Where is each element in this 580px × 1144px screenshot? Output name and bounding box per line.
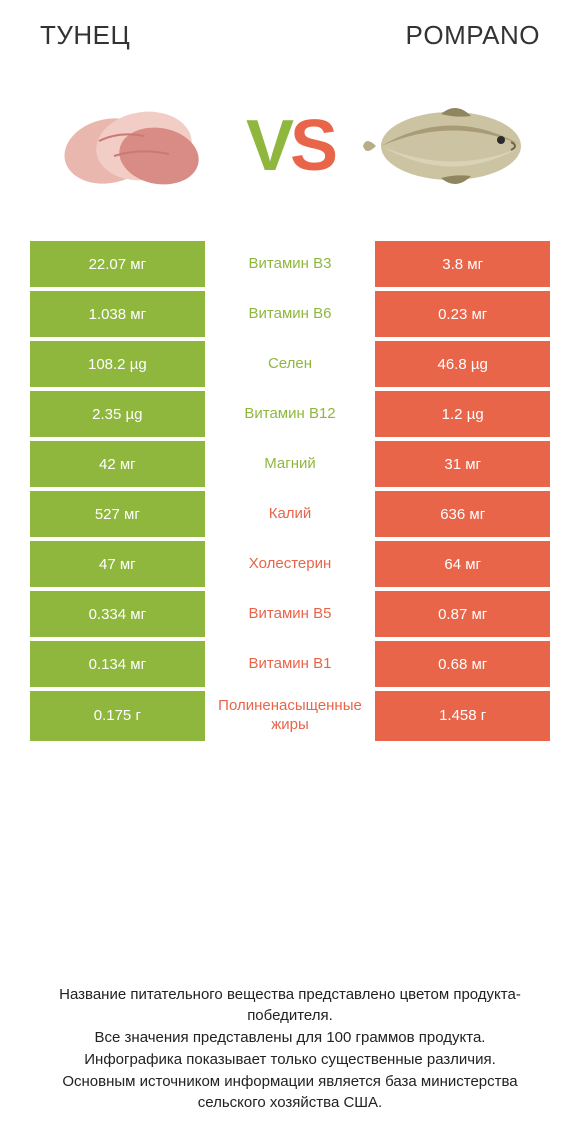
nutrient-label: Витамин B1	[205, 641, 376, 687]
right-value: 1.2 µg	[375, 391, 550, 437]
nutrient-label: Полиненасыщенные жиры	[205, 691, 376, 741]
left-value: 108.2 µg	[30, 341, 205, 387]
vs-s: S	[290, 110, 334, 182]
titles-row: ТУНЕЦ POMPANO	[30, 20, 550, 71]
right-value: 0.87 мг	[375, 591, 550, 637]
left-product-image	[30, 91, 238, 201]
right-value: 3.8 мг	[375, 241, 550, 287]
footer-line-4: Основным источником информации является …	[30, 1071, 550, 1115]
table-row: 1.038 мгВитамин B60.23 мг	[30, 291, 550, 337]
left-value: 0.334 мг	[30, 591, 205, 637]
table-row: 0.334 мгВитамин B50.87 мг	[30, 591, 550, 637]
table-row: 2.35 µgВитамин B121.2 µg	[30, 391, 550, 437]
nutrient-label: Холестерин	[205, 541, 376, 587]
table-row: 0.134 мгВитамин B10.68 мг	[30, 641, 550, 687]
right-value: 64 мг	[375, 541, 550, 587]
left-value: 42 мг	[30, 441, 205, 487]
nutrient-label: Калий	[205, 491, 376, 537]
left-value: 22.07 мг	[30, 241, 205, 287]
table-row: 527 мгКалий636 мг	[30, 491, 550, 537]
left-value: 47 мг	[30, 541, 205, 587]
footer-line-3: Инфографика показывает только существенн…	[30, 1049, 550, 1071]
table-row: 0.175 гПолиненасыщенные жиры1.458 г	[30, 691, 550, 741]
footer-line-1: Название питательного вещества представл…	[30, 984, 550, 1028]
left-value: 527 мг	[30, 491, 205, 537]
comparison-infographic: ТУНЕЦ POMPANO VS	[0, 0, 580, 1144]
right-value: 31 мг	[375, 441, 550, 487]
nutrient-label: Витамин B6	[205, 291, 376, 337]
nutrient-label: Магний	[205, 441, 376, 487]
left-value: 1.038 мг	[30, 291, 205, 337]
left-value: 0.175 г	[30, 691, 205, 741]
right-product-image	[342, 91, 550, 201]
table-row: 22.07 мгВитамин B33.8 мг	[30, 241, 550, 287]
hero-row: VS	[30, 71, 550, 241]
right-value: 0.68 мг	[375, 641, 550, 687]
title-left: ТУНЕЦ	[40, 20, 130, 51]
vs-label: VS	[238, 110, 342, 182]
right-value: 636 мг	[375, 491, 550, 537]
right-value: 1.458 г	[375, 691, 550, 741]
right-value: 0.23 мг	[375, 291, 550, 337]
tuna-slices-icon	[59, 96, 209, 196]
nutrient-label: Витамин B5	[205, 591, 376, 637]
footer-notes: Название питательного вещества представл…	[30, 954, 550, 1135]
nutrient-label: Витамин B12	[205, 391, 376, 437]
nutrient-table: 22.07 мгВитамин B33.8 мг1.038 мгВитамин …	[30, 241, 550, 741]
table-row: 47 мгХолестерин64 мг	[30, 541, 550, 587]
nutrient-label: Витамин B3	[205, 241, 376, 287]
title-right: POMPANO	[406, 20, 540, 51]
right-value: 46.8 µg	[375, 341, 550, 387]
left-value: 2.35 µg	[30, 391, 205, 437]
footer-line-2: Все значения представлены для 100 граммо…	[30, 1027, 550, 1049]
pompano-fish-icon	[361, 96, 531, 196]
nutrient-label: Селен	[205, 341, 376, 387]
table-row: 108.2 µgСелен46.8 µg	[30, 341, 550, 387]
vs-v: V	[246, 110, 290, 182]
left-value: 0.134 мг	[30, 641, 205, 687]
table-row: 42 мгМагний31 мг	[30, 441, 550, 487]
